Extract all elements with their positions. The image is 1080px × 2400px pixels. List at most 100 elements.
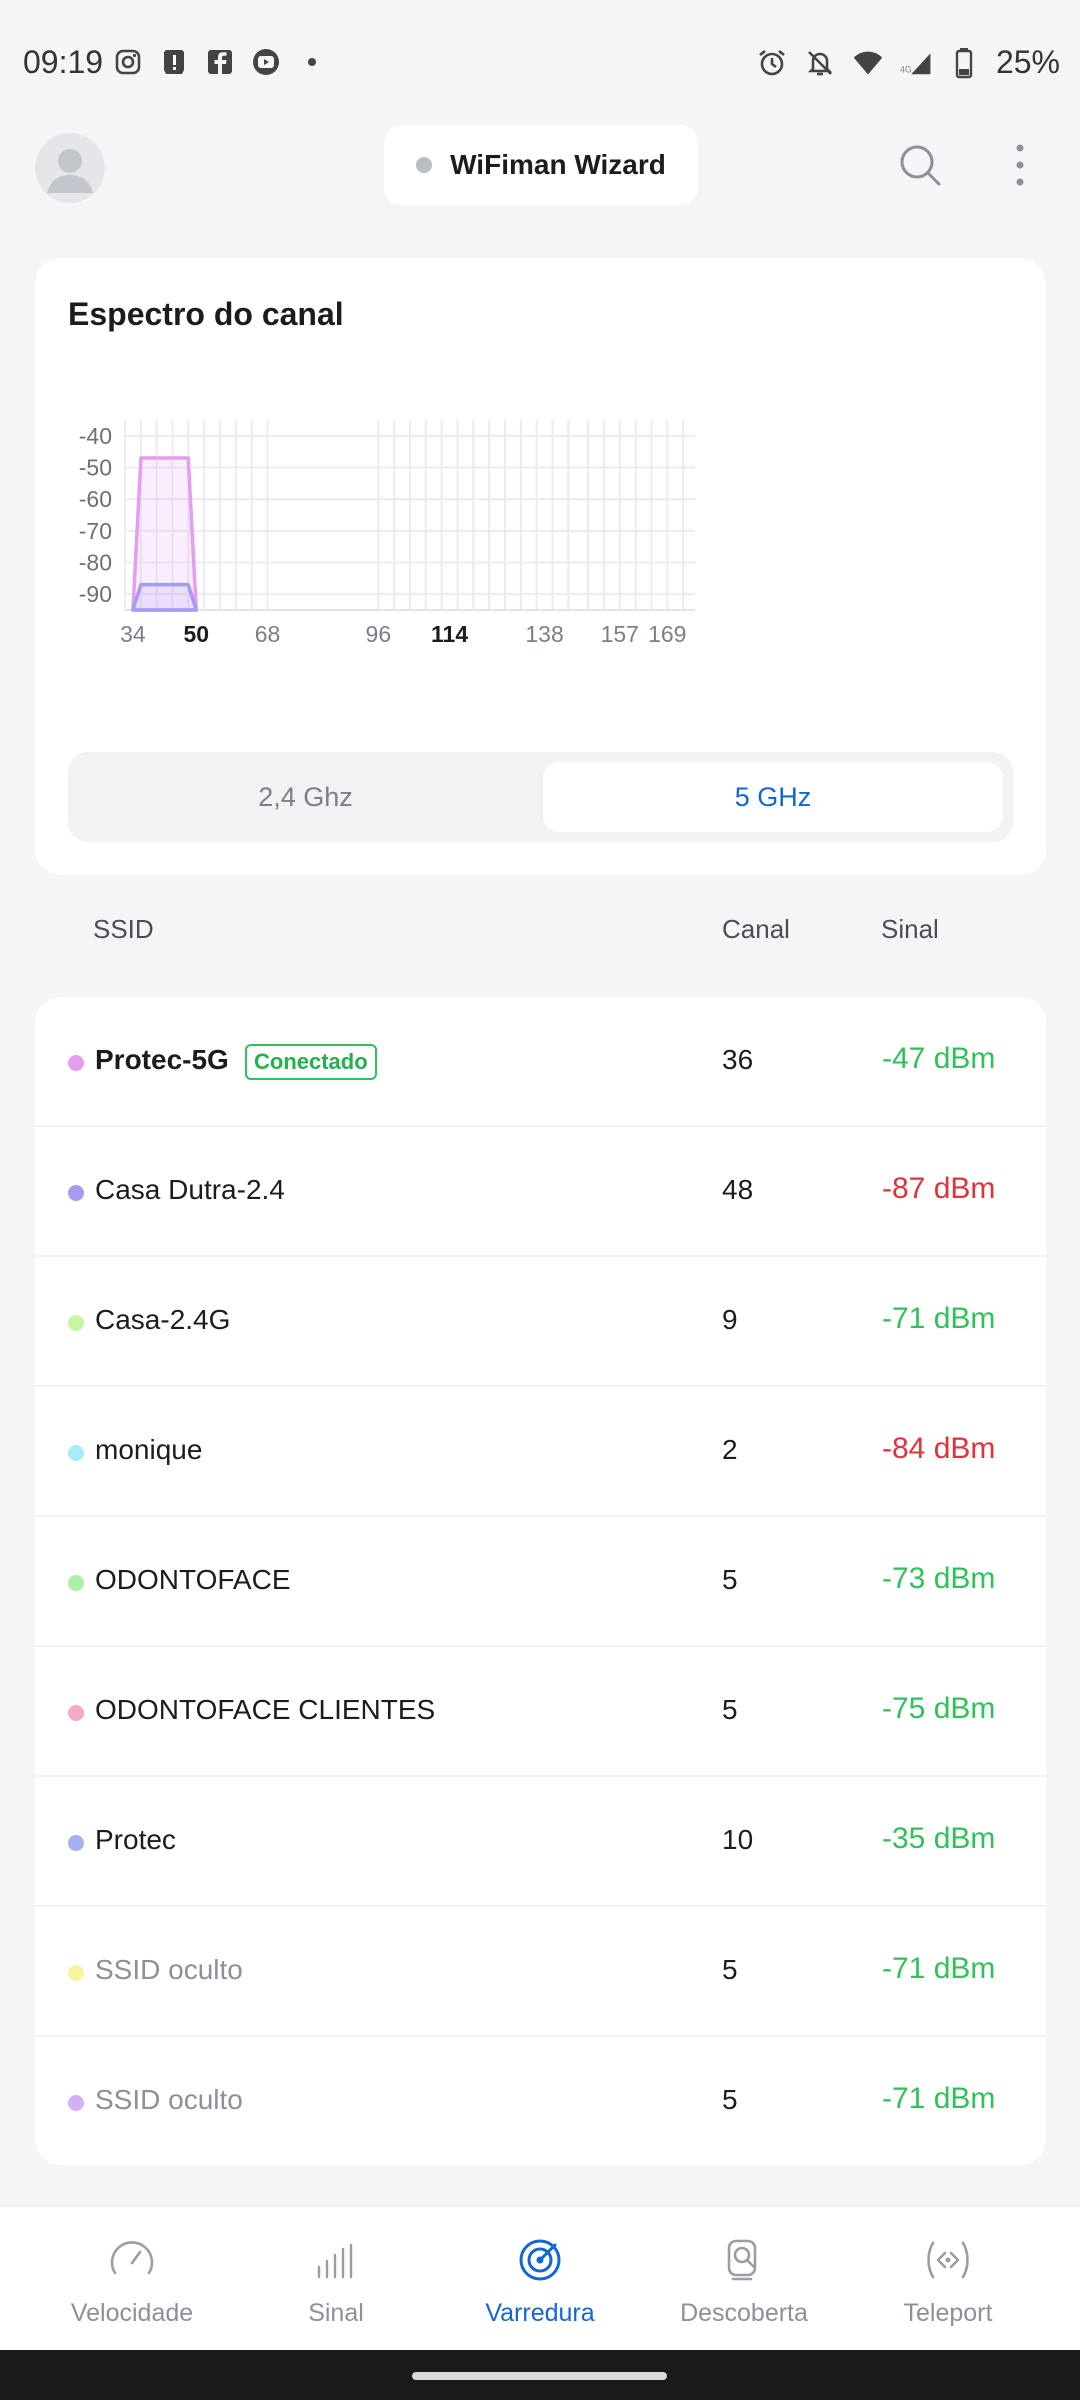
network-color-dot <box>68 1445 84 1461</box>
x-tick-label: 114 <box>431 621 468 647</box>
avatar[interactable] <box>35 133 105 203</box>
network-signal: -47 dBm <box>882 1042 996 1075</box>
status-right-icons: 4G 25% <box>756 44 1060 81</box>
network-row[interactable]: monique 2 -84 dBm <box>35 1387 1046 1517</box>
network-color-dot <box>68 1185 84 1201</box>
network-color-dot <box>68 1315 84 1331</box>
status-bar: 09:19 <box>0 0 1080 125</box>
battery-percent: 25% <box>995 44 1060 80</box>
wizard-label: WiFiman Wizard <box>450 149 666 180</box>
network-signal: -84 dBm <box>882 1432 996 1465</box>
teleport-icon <box>927 2241 969 2279</box>
col-header-channel[interactable]: Canal <box>722 914 790 944</box>
nav-teleport[interactable]: Teleport <box>840 2207 1056 2352</box>
network-signal: -87 dBm <box>882 1172 996 1205</box>
connected-badge: Conectado <box>245 1044 377 1080</box>
x-tick-label: 138 <box>525 621 563 647</box>
network-color-dot <box>68 2095 84 2111</box>
network-row[interactable]: ODONTOFACE CLIENTES 5 -75 dBm <box>35 1647 1046 1777</box>
x-tick-label: 96 <box>366 621 392 647</box>
nav-label: Varredura <box>485 2299 595 2327</box>
status-time: 09:19 <box>23 44 104 80</box>
network-ssid: SSID oculto <box>95 1954 243 1985</box>
nav-varredura[interactable]: Varredura <box>432 2207 648 2352</box>
more-options-button[interactable] <box>1000 140 1040 190</box>
dot-icon <box>296 46 328 78</box>
network-ssid: Protec-5G <box>95 1044 229 1075</box>
spectrum-title: Espectro do canal <box>68 296 344 332</box>
signal-4g-icon: 4G <box>900 47 932 79</box>
nav-label: Sinal <box>308 2299 364 2327</box>
network-list: Protec-5G Conectado 36 -47 dBm Casa Dutra-2.… <box>35 997 1046 2165</box>
network-ssid: monique <box>95 1434 203 1465</box>
wifiman-wizard-button[interactable]: WiFiman Wizard <box>384 125 698 205</box>
notification-icon <box>158 46 190 78</box>
network-ssid: Protec <box>95 1824 176 1855</box>
network-ssid: SSID oculto <box>95 2084 243 2115</box>
nav-velocidade[interactable]: Velocidade <box>24 2207 240 2352</box>
alarm-icon <box>756 47 788 79</box>
wizard-status-dot <box>416 157 433 173</box>
network-channel: 5 <box>722 1564 738 1595</box>
wifi-icon <box>852 47 884 79</box>
network-channel: 48 <box>722 1174 754 1205</box>
search-button[interactable] <box>895 140 945 190</box>
y-tick-label: -80 <box>79 550 112 576</box>
y-tick-label: -90 <box>79 581 112 607</box>
network-channel: 36 <box>722 1044 754 1075</box>
col-header-signal[interactable]: Sinal <box>881 914 939 944</box>
network-signal: -35 dBm <box>882 1822 996 1855</box>
network-ssid: Casa Dutra-2.4 <box>95 1174 285 1205</box>
y-tick-label: -70 <box>79 518 112 544</box>
status-left-icons <box>112 46 328 78</box>
network-channel: 5 <box>722 2084 738 2115</box>
network-signal: -73 dBm <box>882 1562 996 1595</box>
network-color-dot <box>68 1835 84 1851</box>
network-color-dot <box>68 1055 84 1071</box>
x-tick-label: 34 <box>120 621 146 647</box>
network-ssid: ODONTOFACE CLIENTES <box>95 1694 436 1725</box>
radar-icon <box>519 2239 561 2281</box>
nav-label: Teleport <box>903 2299 993 2327</box>
search-icon <box>900 145 941 186</box>
signal-bars-icon <box>317 2243 353 2279</box>
col-header-ssid[interactable]: SSID <box>93 914 154 944</box>
y-tick-label: -50 <box>79 455 112 481</box>
network-row[interactable]: Casa-2.4G 9 -71 dBm <box>35 1257 1046 1387</box>
network-row[interactable]: ODONTOFACE 5 -73 dBm <box>35 1517 1046 1647</box>
band-option-2-4ghz[interactable]: 2,4 Ghz <box>258 781 353 812</box>
network-color-dot <box>68 1575 84 1591</box>
youtube-icon <box>250 46 282 78</box>
instagram-icon <box>112 46 144 78</box>
device-search-icon <box>727 2239 757 2281</box>
channel-spectrum-card: Espectro do canal -40 -50 -60 -70 -80 -90 34 5… <box>35 258 1046 875</box>
spectrum-chart: -40 -50 -60 -70 -80 -90 34 50 68 96 114 138 157 169 <box>79 420 695 647</box>
network-row[interactable]: SSID oculto 5 -71 dBm <box>35 2037 1046 2165</box>
band-toggle: 2,4 Ghz 5 GHz <box>68 752 1013 842</box>
network-row[interactable]: Protec 10 -35 dBm <box>35 1777 1046 1907</box>
network-row[interactable]: SSID oculto 5 -71 dBm <box>35 1907 1046 2037</box>
nav-descoberta[interactable]: Descoberta <box>636 2207 852 2352</box>
system-navigation-area <box>0 2350 1080 2400</box>
network-ssid: ODONTOFACE <box>95 1564 291 1595</box>
user-avatar-icon <box>35 133 105 203</box>
network-channel: 5 <box>722 1954 738 1985</box>
network-signal: -71 dBm <box>882 1302 996 1335</box>
network-row[interactable]: Casa Dutra-2.4 48 -87 dBm <box>35 1127 1046 1257</box>
y-tick-label: -60 <box>79 486 112 512</box>
network-channel: 2 <box>722 1434 738 1465</box>
gesture-handle[interactable] <box>412 2372 667 2380</box>
x-tick-label: 50 <box>183 621 209 647</box>
y-tick-label: -40 <box>79 423 112 449</box>
facebook-icon <box>204 46 236 78</box>
nav-label: Velocidade <box>70 2299 194 2327</box>
speedometer-icon <box>110 2241 154 2275</box>
band-option-5ghz[interactable]: 5 GHz <box>543 762 1003 832</box>
bottom-navigation: Velocidade Sinal Varredura De <box>0 2205 1080 2350</box>
svg-text:4G: 4G <box>900 64 912 74</box>
network-table-header: SSID Canal Sinal <box>0 900 1080 960</box>
network-row[interactable]: Protec-5G Conectado 36 -47 dBm <box>35 997 1046 1127</box>
nav-sinal[interactable]: Sinal <box>228 2207 444 2352</box>
network-channel: 9 <box>722 1304 738 1335</box>
